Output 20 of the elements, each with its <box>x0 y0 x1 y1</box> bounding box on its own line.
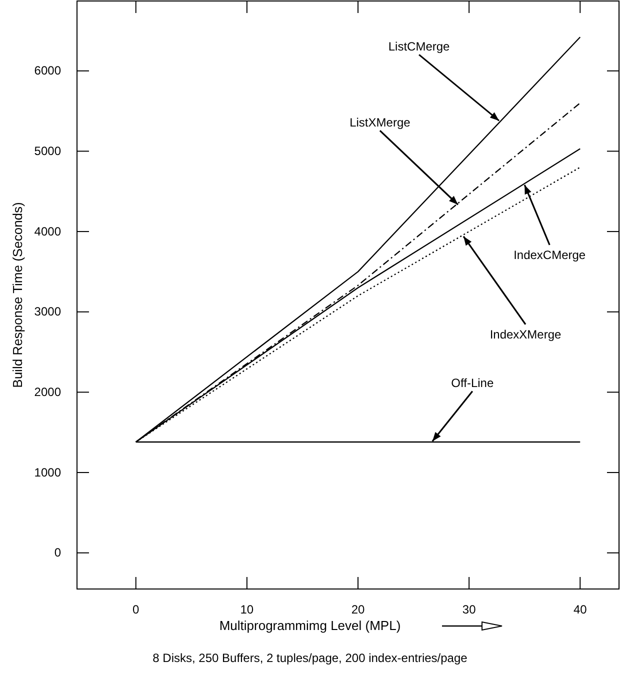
text: 8 Disks, 250 Buffers, 2 tuples/page, 200 index-entries/page <box>152 651 468 665</box>
y-tick-label: 4000 <box>34 224 62 238</box>
annotation: ListCMerge <box>388 40 450 54</box>
y-axis-title: Build Response Time (Seconds) <box>10 202 25 388</box>
x-tick-label: 10 <box>240 602 254 617</box>
annotation: ListXMerge <box>350 116 411 130</box>
y-tick-label: 2000 <box>34 385 62 400</box>
x-axis-title: Multiprogrammimg Level (MPL) <box>219 618 401 633</box>
x-tick-label: 40 <box>573 602 588 617</box>
x-tick-label: 0 <box>132 602 140 617</box>
x-tick-label: 20 <box>351 602 365 617</box>
annotation: IndexCMerge <box>514 248 586 262</box>
x-tick-label: 30 <box>462 602 476 617</box>
y-tick-label: 3000 <box>34 304 62 319</box>
y-tick-label: 1000 <box>34 465 62 480</box>
y-tick-label: 5000 <box>34 144 62 158</box>
y-tick-label: 0 <box>54 546 62 560</box>
y-tick-label: 6000 <box>34 64 62 78</box>
annotation: Off-Line <box>451 376 494 390</box>
annotation: IndexXMerge <box>490 327 562 342</box>
